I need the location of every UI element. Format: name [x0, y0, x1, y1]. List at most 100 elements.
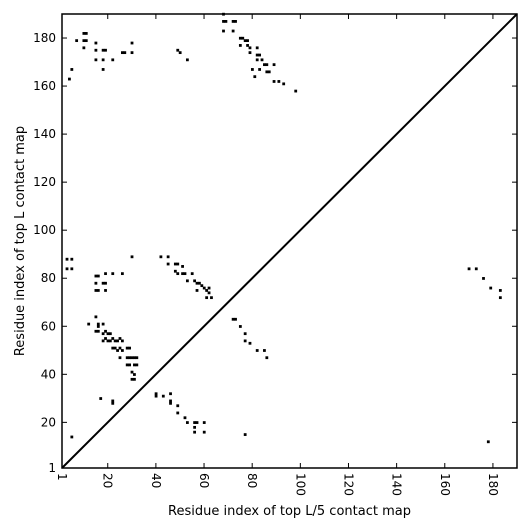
contact-point — [133, 356, 136, 360]
contact-point — [70, 435, 74, 439]
x-tick-label: 40 — [149, 473, 163, 488]
contact-point — [101, 332, 105, 336]
y-tick-label: 60 — [41, 319, 56, 333]
x-tick-label: 160 — [438, 473, 452, 496]
contact-point — [166, 255, 170, 259]
contact-point — [94, 41, 98, 45]
contact-point — [125, 363, 129, 367]
contact-point — [202, 286, 206, 290]
contact-point — [190, 272, 194, 276]
contact-point — [294, 89, 298, 93]
contact-point — [277, 80, 281, 83]
contact-point — [207, 286, 211, 290]
contact-point — [116, 349, 119, 352]
contact-point — [94, 289, 98, 292]
contact-point — [258, 53, 262, 57]
x-tick-label: 20 — [101, 473, 115, 488]
contact-point — [263, 349, 266, 352]
contact-point — [116, 339, 119, 343]
contact-point — [173, 269, 177, 273]
contact-point — [202, 430, 206, 434]
contact-point — [104, 48, 107, 52]
contact-point — [120, 272, 124, 276]
contact-point — [267, 70, 271, 74]
contact-point — [205, 296, 209, 300]
contact-point — [135, 356, 139, 360]
contact-point — [176, 272, 180, 276]
contact-point — [70, 68, 74, 71]
y-tick-label: 20 — [41, 415, 56, 429]
contact-point — [65, 267, 69, 271]
contact-point — [130, 51, 134, 55]
contact-point — [94, 48, 98, 52]
contact-point — [241, 36, 245, 40]
contact-point — [94, 58, 98, 62]
contact-point — [246, 44, 249, 47]
contact-point — [255, 58, 259, 62]
contact-point — [111, 58, 115, 62]
contact-point — [272, 80, 276, 83]
contact-point — [128, 363, 132, 367]
contact-point — [222, 20, 225, 23]
x-tick-label: 100 — [293, 473, 307, 496]
contact-point — [178, 51, 182, 55]
contact-point — [111, 399, 115, 403]
contact-point — [489, 286, 493, 290]
contact-point — [498, 296, 502, 300]
contact-point — [101, 322, 105, 326]
contact-point — [104, 272, 107, 276]
contact-point — [94, 281, 98, 285]
contact-point — [111, 346, 115, 350]
contact-point — [202, 421, 206, 424]
y-tick-label: 140 — [33, 127, 56, 141]
contact-point — [82, 39, 86, 43]
contact-point — [96, 289, 100, 292]
contact-point — [176, 48, 180, 52]
contact-point — [113, 346, 117, 350]
x-tick-label: 180 — [486, 473, 500, 496]
contact-point — [101, 68, 105, 71]
contact-point — [195, 281, 199, 285]
contact-point — [176, 262, 180, 266]
contact-point — [101, 58, 105, 62]
contact-point — [250, 68, 254, 71]
contact-point — [198, 281, 201, 285]
contact-point — [118, 356, 122, 360]
contact-point — [243, 433, 247, 436]
contact-point — [125, 356, 129, 360]
contact-point — [248, 51, 252, 55]
contact-point — [263, 63, 266, 67]
contact-point — [185, 58, 189, 62]
contact-point — [195, 289, 199, 292]
contact-point — [130, 255, 134, 259]
contact-point — [255, 53, 259, 57]
contact-point — [123, 51, 127, 55]
contact-point — [272, 63, 276, 67]
contact-point — [210, 296, 213, 300]
contact-point — [498, 289, 502, 292]
contact-point — [133, 377, 136, 381]
x-axis-label: Residue index of top L/5 contact map — [168, 504, 411, 519]
contact-point — [111, 401, 115, 405]
contact-point — [108, 332, 112, 336]
contact-point — [474, 267, 478, 271]
contact-point — [118, 337, 122, 340]
contact-point — [176, 404, 180, 408]
contact-point — [125, 346, 129, 350]
contact-point — [486, 440, 490, 444]
contact-point — [159, 255, 163, 259]
contact-point — [118, 346, 122, 350]
x-tick-label: 140 — [390, 473, 404, 496]
contact-point — [70, 267, 74, 271]
contact-point — [111, 272, 115, 276]
contact-point — [207, 291, 211, 295]
contact-point — [104, 337, 107, 340]
contact-point — [282, 82, 286, 86]
contact-point — [265, 63, 269, 67]
contact-point — [96, 322, 100, 326]
contact-point — [258, 68, 262, 71]
x-tick-label: 80 — [245, 473, 259, 488]
y-tick-label: 160 — [33, 79, 56, 93]
contact-point — [130, 356, 134, 360]
contact-point — [96, 329, 100, 333]
